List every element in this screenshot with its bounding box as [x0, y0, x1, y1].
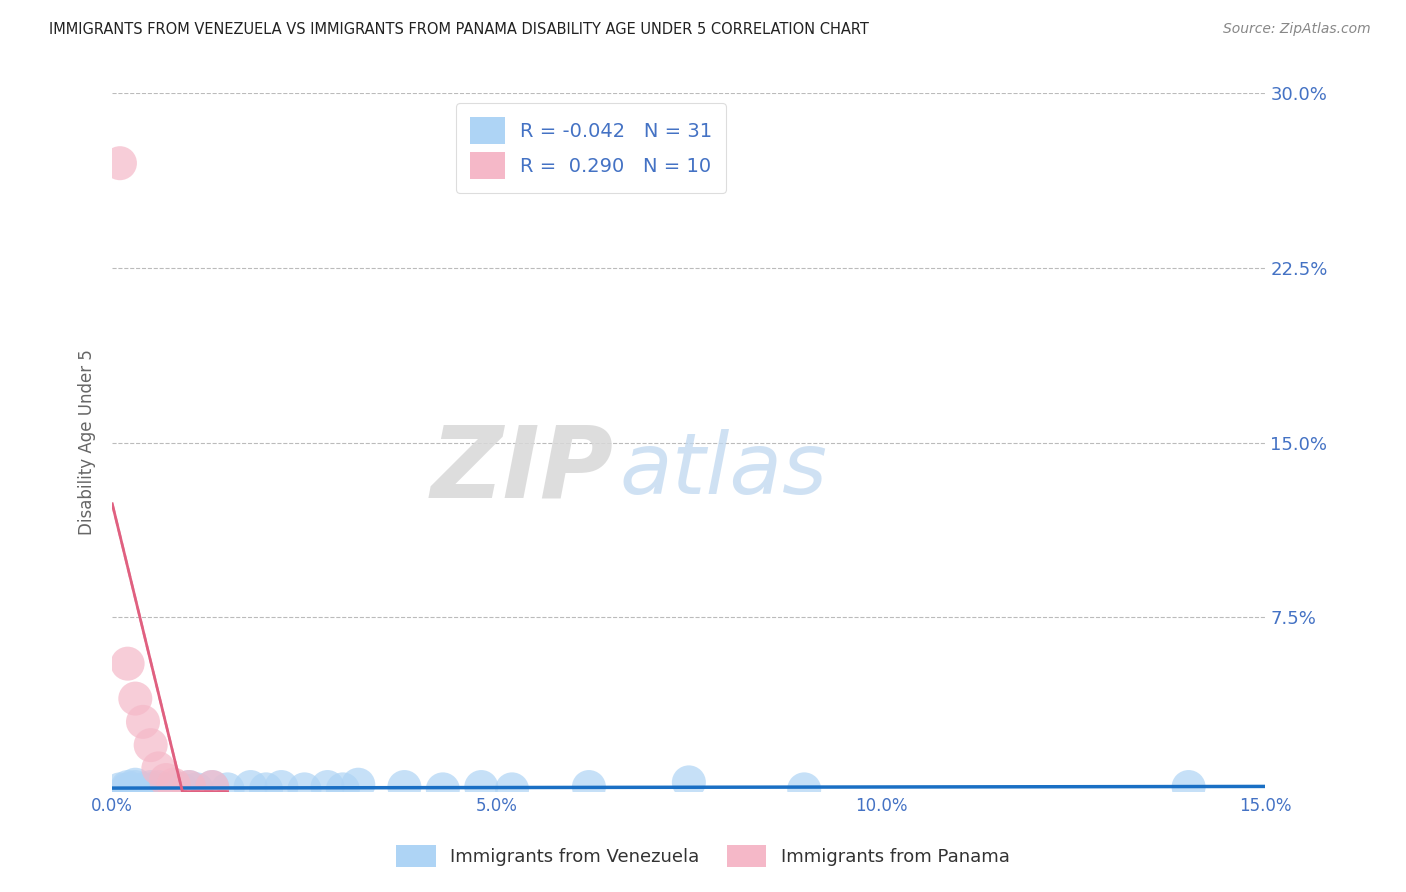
Point — [155, 782, 177, 797]
Point — [139, 780, 162, 794]
Point — [294, 782, 316, 797]
Point — [270, 780, 292, 794]
Point — [163, 780, 186, 794]
Point — [501, 782, 523, 797]
Point — [139, 738, 162, 752]
Point — [148, 761, 170, 775]
Point — [139, 782, 162, 797]
Point — [117, 782, 139, 797]
Point — [394, 780, 416, 794]
Point — [678, 775, 700, 789]
Legend: R = -0.042   N = 31, R =  0.290   N = 10: R = -0.042 N = 31, R = 0.290 N = 10 — [456, 103, 725, 193]
Legend: Immigrants from Venezuela, Immigrants from Panama: Immigrants from Venezuela, Immigrants fr… — [389, 838, 1017, 874]
Text: ZIP: ZIP — [430, 422, 614, 519]
Text: Source: ZipAtlas.com: Source: ZipAtlas.com — [1223, 22, 1371, 37]
Point — [186, 782, 208, 797]
Point — [793, 782, 815, 797]
Point — [316, 780, 339, 794]
Point — [432, 782, 454, 797]
Point — [217, 782, 239, 797]
Point — [124, 778, 146, 792]
Point — [179, 780, 201, 794]
Point — [124, 691, 146, 706]
Point — [124, 780, 146, 794]
Point — [179, 780, 201, 794]
Point — [1177, 780, 1199, 794]
Text: atlas: atlas — [620, 429, 828, 512]
Text: IMMIGRANTS FROM VENEZUELA VS IMMIGRANTS FROM PANAMA DISABILITY AGE UNDER 5 CORRE: IMMIGRANTS FROM VENEZUELA VS IMMIGRANTS … — [49, 22, 869, 37]
Point — [239, 780, 262, 794]
Point — [254, 782, 277, 797]
Point — [155, 773, 177, 788]
Point — [117, 780, 139, 794]
Point — [117, 657, 139, 671]
Point — [332, 782, 354, 797]
Point — [347, 778, 370, 792]
Point — [470, 780, 492, 794]
Point — [148, 780, 170, 794]
Point — [201, 780, 224, 794]
Point — [108, 156, 131, 170]
Point — [163, 778, 186, 792]
Point — [201, 780, 224, 794]
Point — [132, 714, 155, 729]
Point — [108, 782, 131, 797]
Point — [578, 780, 600, 794]
Point — [132, 782, 155, 797]
Point — [170, 782, 193, 797]
Y-axis label: Disability Age Under 5: Disability Age Under 5 — [79, 350, 96, 535]
